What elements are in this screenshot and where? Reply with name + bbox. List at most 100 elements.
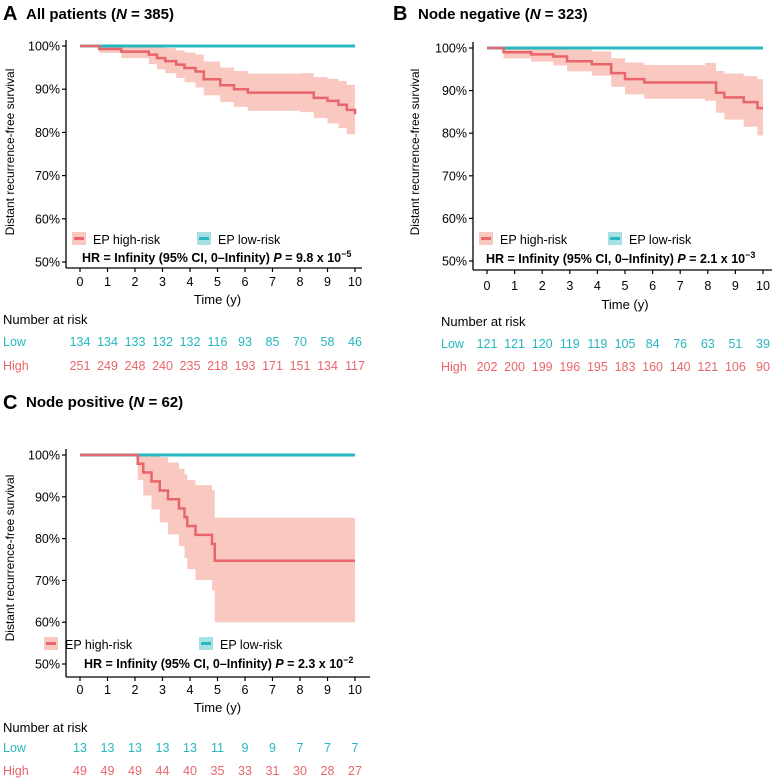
risk-count: 140	[670, 360, 691, 374]
risk-count: 35	[211, 764, 225, 778]
legend-label: EP low-risk	[220, 638, 283, 652]
x-axis-title: Time (y)	[601, 297, 648, 312]
panel-letter: B	[393, 3, 407, 25]
legend-high-risk: EP high-risk	[44, 637, 133, 652]
risk-count: 7	[324, 741, 331, 755]
y-tick-label: 70%	[35, 574, 60, 588]
x-tick-label: 8	[704, 279, 711, 293]
risk-count: 121	[477, 337, 498, 351]
x-tick-label: 4	[187, 683, 194, 697]
risk-count: 121	[504, 337, 525, 351]
risk-count: 33	[238, 764, 252, 778]
x-tick-label: 0	[77, 683, 84, 697]
x-tick-label: 9	[324, 683, 331, 697]
x-tick-label: 6	[242, 683, 249, 697]
x-tick-label: 7	[677, 279, 684, 293]
risk-count: 249	[97, 359, 118, 373]
panel-letter: C	[3, 392, 17, 414]
risk-count: 90	[756, 360, 770, 374]
risk-count: 58	[321, 335, 335, 349]
risk-count: 13	[101, 741, 115, 755]
y-tick-label: 90%	[35, 83, 60, 97]
risk-count: 49	[128, 764, 142, 778]
risk-count: 13	[73, 741, 87, 755]
y-axis-title: Distant recurrence-free survival	[3, 475, 17, 642]
legend-label: EP low-risk	[218, 233, 281, 247]
panel-title: All patients (N = 385)	[26, 6, 174, 23]
x-tick-label: 0	[77, 275, 84, 289]
legend-label: EP low-risk	[629, 233, 692, 247]
hazard-ratio-stats: HR = Infinity (95% CI, 0–Infinity) P = 2…	[486, 250, 755, 266]
risk-count: 119	[587, 337, 607, 351]
x-tick-label: 7	[269, 683, 276, 697]
risk-count: 49	[101, 764, 115, 778]
hazard-ratio-stats: HR = Infinity (95% CI, 0–Infinity) P = 2…	[84, 655, 353, 671]
panel-letter: A	[3, 3, 17, 25]
x-tick-label: 8	[297, 275, 304, 289]
x-tick-label: 3	[566, 279, 573, 293]
risk-count: 85	[266, 335, 280, 349]
risk-count: 27	[348, 764, 362, 778]
risk-count: 13	[128, 741, 142, 755]
legend-high-risk: EP high-risk	[479, 232, 568, 247]
km-panel-B: B Node negative (N = 323) Distant recurren…	[393, 3, 772, 374]
x-tick-label: 1	[104, 275, 111, 289]
risk-row-label: Low	[3, 741, 27, 755]
x-tick-label: 9	[732, 279, 739, 293]
risk-count: 202	[477, 360, 498, 374]
risk-count: 240	[152, 359, 173, 373]
risk-count: 133	[125, 335, 146, 349]
x-tick-label: 2	[132, 683, 139, 697]
risk-count: 106	[725, 360, 746, 374]
risk-count: 193	[235, 359, 256, 373]
legend-low-risk: EP low-risk	[608, 232, 692, 247]
risk-count: 218	[207, 359, 228, 373]
y-tick-label: 100%	[435, 42, 467, 56]
y-tick-label: 60%	[35, 212, 60, 226]
x-tick-label: 3	[159, 275, 166, 289]
risk-count: 120	[532, 337, 553, 351]
high-risk-curve	[80, 44, 357, 115]
risk-table-header: Number at risk	[441, 314, 526, 329]
y-tick-label: 60%	[442, 212, 467, 226]
risk-table: Number at risk Low 134 134 133 132 132 116 93 85 7…	[3, 312, 365, 373]
hazard-ratio-stats: HR = Infinity (95% CI, 0–Infinity) P = 9…	[82, 249, 351, 265]
x-axis-title: Time (y)	[194, 700, 241, 715]
high-risk-curve	[80, 453, 355, 563]
y-axis-title: Distant recurrence-free survival	[3, 69, 17, 236]
risk-count: 251	[70, 359, 91, 373]
x-tick-label: 1	[511, 279, 518, 293]
x-tick-label: 3	[159, 683, 166, 697]
x-tick-label: 0	[484, 279, 491, 293]
y-tick-label: 100%	[28, 40, 60, 54]
risk-row-label: Low	[3, 335, 27, 349]
x-tick-label: 10	[348, 683, 362, 697]
risk-count: 116	[208, 335, 228, 349]
x-tick-label: 5	[214, 275, 221, 289]
y-tick-label: 90%	[442, 84, 467, 98]
high-risk-curve	[487, 46, 763, 110]
km-panel-C: C Node positive (N = 62) Distant recurrenc…	[3, 392, 370, 778]
legend-high-risk: EP high-risk	[72, 232, 161, 247]
risk-count: 134	[70, 335, 91, 349]
risk-count: 171	[262, 359, 283, 373]
panel-title: Node negative (N = 323)	[418, 6, 588, 23]
risk-count: 39	[756, 337, 770, 351]
x-tick-label: 6	[242, 275, 249, 289]
risk-count: 134	[317, 359, 338, 373]
x-tick-label: 2	[132, 275, 139, 289]
y-tick-label: 60%	[35, 616, 60, 630]
risk-count: 200	[504, 360, 525, 374]
x-tick-label: 1	[104, 683, 111, 697]
risk-count: 9	[269, 741, 276, 755]
y-tick-label: 50%	[442, 255, 467, 269]
risk-count: 30	[293, 764, 307, 778]
risk-count: 235	[180, 359, 201, 373]
x-axis-title: Time (y)	[194, 292, 241, 307]
x-tick-label: 7	[269, 275, 276, 289]
risk-count: 31	[266, 764, 280, 778]
y-tick-label: 50%	[35, 658, 60, 672]
risk-count: 117	[345, 359, 365, 373]
risk-row-label: High	[3, 764, 29, 778]
